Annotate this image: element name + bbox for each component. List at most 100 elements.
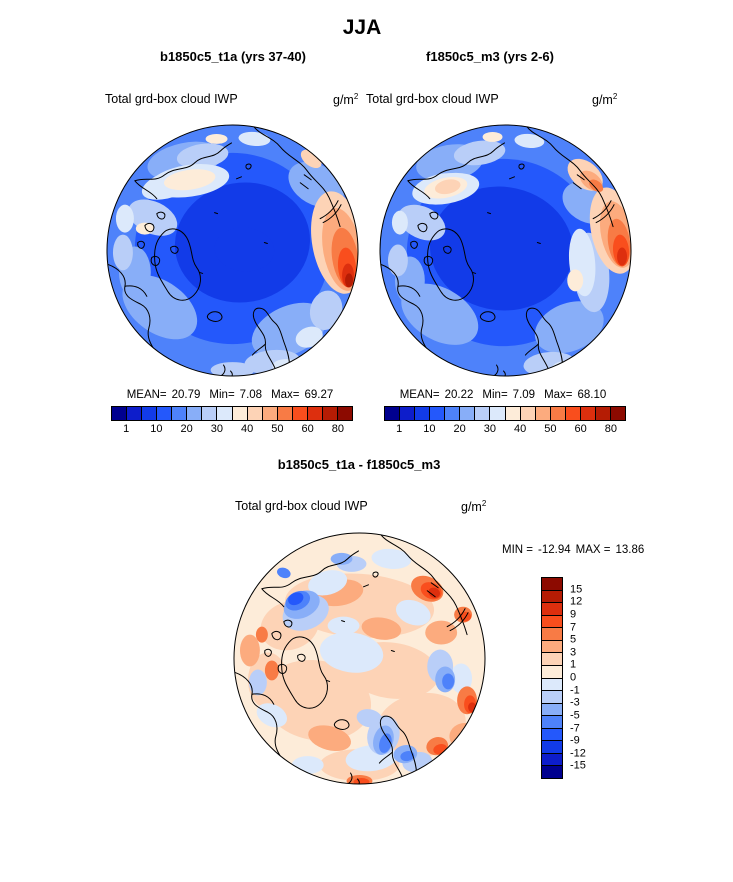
tick-label: -12: [570, 747, 586, 760]
colorbar-segment: [594, 406, 611, 421]
colorbar-segment: [541, 664, 563, 679]
colorbar-segment: [549, 406, 566, 421]
map-panel-a: [106, 124, 359, 377]
panel-b-title: f1850c5_m3 (yrs 2-6): [426, 49, 554, 64]
colorbar-segment: [541, 589, 563, 604]
max-value: 69.27: [304, 389, 334, 401]
colorbar-segment: [564, 406, 581, 421]
panel-a-title: b1850c5_t1a (yrs 37-40): [160, 49, 306, 64]
tick-label: -7: [570, 722, 580, 734]
map-panel-diff: [233, 532, 486, 785]
tick-label: 5: [570, 633, 577, 646]
colorbar-segment: [306, 406, 323, 421]
min-label: Min=: [482, 389, 508, 401]
panel-b-field-label: Total grd-box cloud IWP: [366, 92, 499, 106]
colorbar-segment: [201, 406, 218, 421]
colorbar-segment: [541, 752, 563, 767]
colorbar-segment: [489, 406, 506, 421]
tick-label: -9: [570, 734, 580, 747]
stats-panel-a: MEAN= 20.79 Min= 7.08 Max= 69.27: [111, 389, 353, 401]
tick-label: 20: [453, 423, 466, 435]
tick-label: -3: [570, 696, 580, 709]
colorbar-segment: [541, 614, 563, 629]
min-value: 7.08: [239, 389, 263, 401]
colorbar-panel-a: [111, 406, 353, 421]
colorbar-segment: [156, 406, 173, 421]
colorbar-segment: [186, 406, 203, 421]
colorbar-segment: [541, 690, 563, 704]
colorbar-segment: [231, 406, 248, 421]
diff-units-exp: 2: [481, 499, 487, 508]
colorbar-segment: [276, 406, 293, 421]
colorbar-segment: [459, 406, 476, 421]
tick-label: -1: [570, 684, 580, 697]
colorbar-panel-b: [384, 406, 626, 421]
panel-b-units-exp: 2: [612, 92, 618, 101]
tick-label: 1: [570, 658, 577, 671]
colorbar-segment: [216, 406, 233, 421]
map-panel-b: [379, 124, 632, 377]
colorbar-segment: [399, 406, 416, 421]
mean-label: MEAN=: [399, 389, 440, 401]
stats-panel-b: MEAN= 20.22 Min= 7.09 Max= 68.10: [384, 389, 626, 401]
colorbar-segment: [504, 406, 521, 421]
min-value: 7.09: [512, 389, 536, 401]
panel-a-field-label: Total grd-box cloud IWP: [105, 92, 238, 106]
tick-label: 20: [180, 423, 193, 435]
max-value: 68.10: [577, 389, 607, 401]
colorbar-segment: [261, 406, 278, 421]
diff-colorbar-labels: 15 12 9 7 5 3 1 0 -1 -3 -5 -7 -9 -12 -15: [570, 577, 610, 779]
tick-label: -5: [570, 709, 580, 722]
panel-b-units: g/m2: [592, 92, 617, 107]
colorbar-segment: [429, 406, 446, 421]
figure-title: JJA: [342, 16, 382, 39]
tick-label: 40: [241, 423, 254, 435]
colorbar-segment: [541, 715, 563, 729]
mean-value: 20.22: [444, 389, 474, 401]
panel-a-units-base: g/m: [333, 93, 354, 108]
tick-label: 30: [483, 423, 496, 435]
colorbar-segment: [609, 406, 626, 421]
colorbar-segment: [541, 602, 563, 616]
tick-label: 9: [570, 608, 577, 621]
colorbar-segment: [579, 406, 596, 421]
diff-min-value: -12.94: [538, 544, 571, 556]
colorbar-segment: [414, 406, 431, 421]
diff-min-label: MIN =: [502, 544, 533, 556]
colorbar-segment: [246, 406, 263, 421]
colorbar-segment: [141, 406, 158, 421]
colorbar-segment: [541, 652, 563, 666]
colorbar-segment: [171, 406, 188, 421]
colorbar-segment: [111, 406, 128, 421]
tick-label: 1: [123, 423, 130, 435]
tick-label: 40: [514, 423, 527, 435]
colorbar-segment: [541, 702, 563, 717]
tick-label: 0: [570, 671, 577, 684]
colorbar-segment: [534, 406, 551, 421]
colorbar-segment: [519, 406, 536, 421]
colorbar-segment: [541, 627, 563, 641]
tick-label: 60: [301, 423, 314, 435]
colorbar-segment: [541, 677, 563, 692]
mean-value: 20.79: [171, 389, 201, 401]
colorbar-panel-a-ticks: 1 10 20 30 40 50 60 80: [111, 423, 353, 437]
colorbar-segment: [541, 639, 563, 654]
colorbar-segment: [126, 406, 143, 421]
colorbar-panel-b-ticks: 1 10 20 30 40 50 60 80: [384, 423, 626, 437]
max-label: Max=: [544, 389, 573, 401]
max-label: Max=: [271, 389, 300, 401]
tick-label: 1: [396, 423, 403, 435]
diff-colorbar: [541, 577, 563, 779]
tick-label: 3: [570, 646, 577, 659]
tick-label: 12: [570, 595, 583, 608]
diff-units: g/m2: [461, 499, 486, 514]
min-label: Min=: [209, 389, 235, 401]
tick-label: 15: [570, 583, 583, 596]
tick-label: 80: [331, 423, 344, 435]
colorbar-segment: [336, 406, 353, 421]
colorbar-segment: [291, 406, 308, 421]
panel-a-units-exp: 2: [353, 92, 359, 101]
colorbar-segment: [541, 765, 563, 779]
colorbar-segment: [384, 406, 401, 421]
